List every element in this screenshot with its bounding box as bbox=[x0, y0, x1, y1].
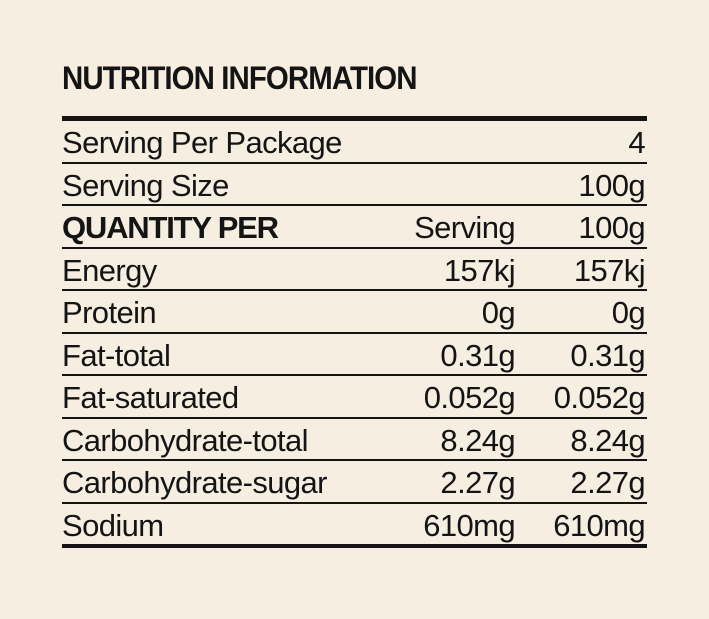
row-value-per-100g: 100g bbox=[578, 167, 645, 203]
row-value-per-100g: 157kj bbox=[573, 252, 646, 288]
table-row-protein: Protein 0g 0g bbox=[62, 291, 647, 334]
row-value-per-serving: 8.24g bbox=[440, 422, 515, 458]
row-value-per-serving: 0.052g bbox=[423, 380, 516, 415]
row-value-per-serving: 0g bbox=[481, 295, 516, 330]
table-row-serving-size: Serving Size 100g bbox=[62, 164, 647, 206]
row-label: Sodium bbox=[62, 507, 164, 543]
row-value-per-serving: 157kj bbox=[443, 252, 516, 288]
column-header-100g: 100g bbox=[578, 210, 645, 245]
row-value-per-100g: 0.31g bbox=[570, 337, 645, 373]
row-value-per-100g: 4 bbox=[628, 125, 645, 160]
table-row-serving-per-package: Serving Per Package 4 bbox=[62, 121, 647, 164]
row-value-per-serving: 2.27g bbox=[440, 465, 515, 500]
table-row-quantity-per-header: QUANTITY PER Serving 100g bbox=[62, 206, 647, 249]
table-row-fat-total: Fat-total 0.31g 0.31g bbox=[62, 334, 647, 376]
table-row-fat-saturated: Fat-saturated 0.052g 0.052g bbox=[62, 376, 647, 419]
column-header-label: QUANTITY PER bbox=[62, 210, 279, 245]
column-header-serving: Serving bbox=[414, 210, 516, 245]
row-value-per-100g: 0g bbox=[611, 295, 646, 330]
table-row-sodium: Sodium 610mg 610mg bbox=[62, 504, 647, 548]
row-label: Serving Per Package bbox=[62, 125, 342, 160]
nutrition-panel: NUTRITION INFORMATION Serving Per Packag… bbox=[62, 56, 647, 548]
row-value-per-serving: 0.31g bbox=[440, 337, 515, 373]
row-value-per-100g: 0.052g bbox=[553, 380, 646, 415]
row-value-per-100g: 610mg bbox=[553, 507, 645, 543]
row-label: Energy bbox=[62, 252, 157, 288]
panel-title: NUTRITION INFORMATION bbox=[62, 60, 418, 96]
row-label: Protein bbox=[62, 295, 157, 330]
table-row-energy: Energy 157kj 157kj bbox=[62, 249, 647, 291]
row-label: Fat-total bbox=[62, 337, 171, 373]
row-label: Carbohydrate-sugar bbox=[62, 465, 328, 500]
row-label: Carbohydrate-total bbox=[62, 422, 309, 458]
row-value-per-100g: 8.24g bbox=[570, 422, 645, 458]
table-row-carbohydrate-sugar: Carbohydrate-sugar 2.27g 2.27g bbox=[62, 461, 647, 504]
row-value-per-100g: 2.27g bbox=[570, 465, 645, 500]
row-label: Fat-saturated bbox=[62, 380, 239, 415]
table-row-carbohydrate-total: Carbohydrate-total 8.24g 8.24g bbox=[62, 419, 647, 461]
row-value-per-serving: 610mg bbox=[423, 507, 515, 543]
row-label: Serving Size bbox=[62, 167, 229, 203]
top-rule bbox=[62, 116, 647, 121]
